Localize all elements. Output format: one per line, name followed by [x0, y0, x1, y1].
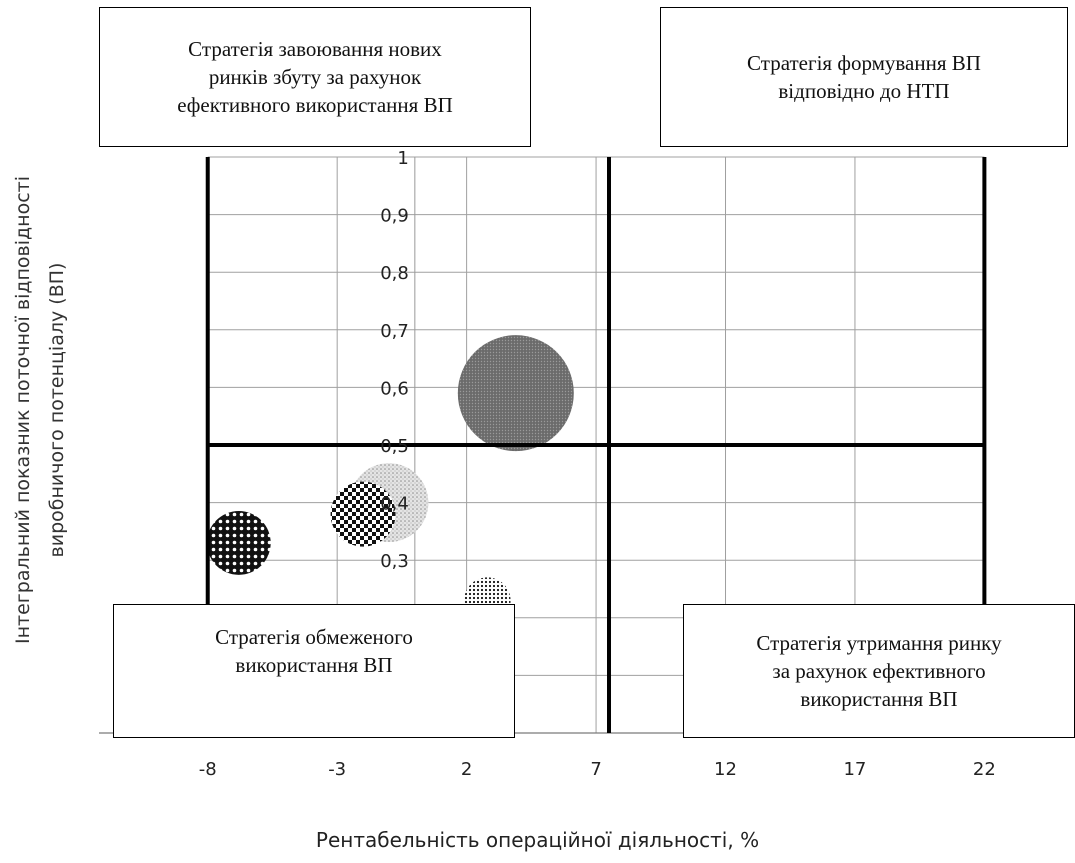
- x-tick-label: -8: [199, 759, 217, 780]
- y-tick-label: 0,7: [380, 321, 409, 342]
- y-tick-label: 0,5: [380, 436, 409, 457]
- x-axis-title: Рентабельність операційної діяльності, %: [315, 828, 760, 852]
- bubble: [330, 481, 396, 547]
- y-axis-title: Інтегральний показник поточної відповідн…: [10, 90, 70, 730]
- x-tick-label: 2: [461, 759, 472, 780]
- y-axis-title-line-2: виробничого потенціалу (ВП): [46, 262, 68, 558]
- quadrant-top-right-label: Стратегія формування ВП відповідно до НТ…: [660, 7, 1068, 147]
- quadrant-top-left-label: Стратегія завоювання нових ринків збуту …: [99, 7, 531, 147]
- y-tick-label: 0,6: [380, 378, 409, 399]
- quadrant-bottom-right-label: Стратегія утримання ринку за рахунок ефе…: [683, 604, 1075, 738]
- x-tick-label: 17: [843, 759, 866, 780]
- y-tick-label: 0,3: [380, 551, 409, 572]
- x-tick-label: 7: [590, 759, 601, 780]
- x-tick-label: -3: [328, 759, 346, 780]
- y-tick-label: 1: [397, 148, 408, 169]
- y-axis-title-line-1: Інтегральний показник поточної відповідн…: [12, 176, 34, 644]
- x-tick-label: 22: [973, 759, 996, 780]
- x-tick-label: 12: [714, 759, 737, 780]
- y-tick-label: 0,4: [380, 494, 409, 515]
- y-tick-label: 0,9: [380, 206, 409, 227]
- bubble: [206, 511, 271, 575]
- y-tick-label: 0,8: [380, 263, 409, 284]
- bubble: [457, 335, 574, 452]
- quadrant-bottom-left-label: Стратегія обмеженого використання ВП: [113, 604, 515, 738]
